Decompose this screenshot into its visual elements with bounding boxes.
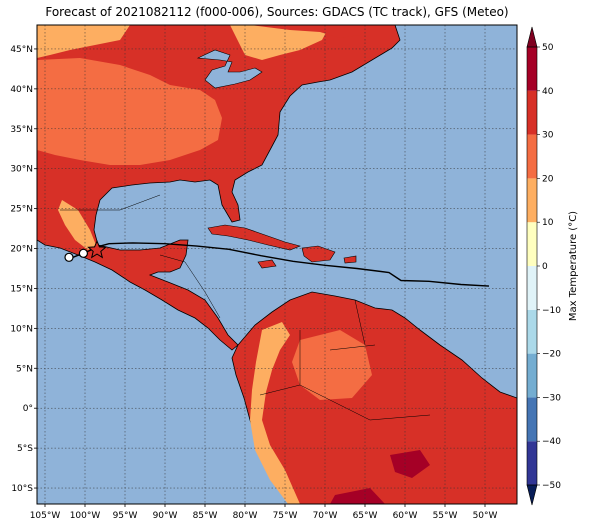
current-storm-position-icon [87, 239, 107, 259]
lat-tick-label: 35°N [10, 125, 33, 135]
colorbar-band [527, 134, 537, 179]
lon-tick-label: 55°W [433, 511, 458, 521]
map-plot-area [37, 25, 517, 504]
lon-tick-label: 90°W [153, 511, 178, 521]
colorbar-band [527, 266, 537, 310]
colorbar-tick-label: 10 [542, 218, 554, 228]
lat-tick-label: 20°N [10, 245, 33, 255]
track-point-icon [78, 248, 89, 258]
lat-tick-label: 25°N [10, 205, 33, 215]
cuba [207, 224, 301, 251]
latitude-ticks: 45°N 40°N 35°N 30°N 25°N 20°N 15°N 10°N 5°N 0° 5°S… [10, 45, 37, 494]
colorbar-label: Max Temperature (°C) [568, 211, 579, 321]
land-mild-region [37, 58, 222, 165]
lat-tick-label: 10°N [10, 324, 33, 334]
land-cool-region-2 [230, 25, 330, 60]
colorbar-tick-label: 20 [542, 174, 554, 184]
lat-tick-label: 5°S [17, 444, 33, 454]
colorbar-tick-label: −50 [542, 481, 561, 491]
colorbar-tick-label: 40 [542, 87, 554, 97]
track-point-icon [64, 252, 74, 262]
map-title: Forecast of 2021082112 (f000-006), Sourc… [45, 5, 509, 19]
colorbar-band [527, 309, 537, 354]
colorbar-tick-label: 30 [542, 131, 554, 141]
lat-tick-label: 5°N [16, 364, 33, 374]
longitude-ticks: 105°W 100°W 95°W 90°W 85°W 80°W 75°W 70°W 65°W 60… [30, 504, 498, 521]
graticule [37, 25, 517, 504]
lat-tick-label: 15°N [10, 284, 33, 294]
brazil-very-hot [390, 450, 430, 478]
colorbar-band [527, 222, 537, 266]
colorbar-tick-label: −40 [542, 437, 561, 447]
lon-tick-label: 95°W [113, 511, 138, 521]
country-borders [60, 194, 431, 421]
lat-tick-label: 45°N [10, 45, 33, 55]
lon-tick-label: 50°W [473, 511, 498, 521]
colorbar-band [527, 47, 537, 91]
lon-tick-label: 70°W [313, 511, 338, 521]
south-very-hot [330, 488, 385, 504]
lon-tick-label: 100°W [70, 511, 101, 521]
andes-mild [250, 322, 300, 504]
hispaniola [301, 245, 336, 263]
colorbar-tick-label: 0 [542, 262, 548, 272]
puerto-rico [343, 255, 357, 264]
lon-tick-label: 80°W [233, 511, 258, 521]
lat-tick-label: 40°N [10, 85, 33, 95]
colorbar-tick-label: −20 [542, 350, 561, 360]
lat-tick-label: 10°S [11, 484, 33, 494]
colorbar-band [527, 353, 537, 398]
colorbar-band [527, 178, 537, 223]
lon-tick-label: 60°W [393, 511, 418, 521]
colorbar-over-arrow [526, 26, 538, 48]
colorbar-under-arrow [526, 484, 538, 506]
lon-tick-label: 65°W [353, 511, 378, 521]
colorbar-band [527, 90, 537, 135]
land-cool-region [37, 25, 130, 58]
lon-tick-label: 75°W [273, 511, 298, 521]
colorbar: 50 40 30 20 10 0 −10 −20 −30 −40 −50 [526, 26, 561, 506]
lat-tick-label: 0° [23, 404, 33, 414]
lat-tick-label: 30°N [10, 165, 33, 175]
land-hot-region-ne [250, 25, 370, 38]
colorbar-tick-label: 50 [542, 43, 554, 53]
great-lakes [196, 49, 263, 89]
colorbar-tick-label: −10 [542, 306, 561, 316]
colorbar-band [527, 397, 537, 442]
jamaica [257, 259, 277, 269]
lon-tick-label: 85°W [193, 511, 218, 521]
colorbar-tick-label: −30 [542, 393, 561, 403]
tc-track-markers [64, 248, 89, 262]
map-frame [36, 24, 518, 505]
mexico-highlands [58, 200, 96, 250]
lon-tick-label: 105°W [30, 511, 61, 521]
colorbar-band [527, 441, 537, 485]
